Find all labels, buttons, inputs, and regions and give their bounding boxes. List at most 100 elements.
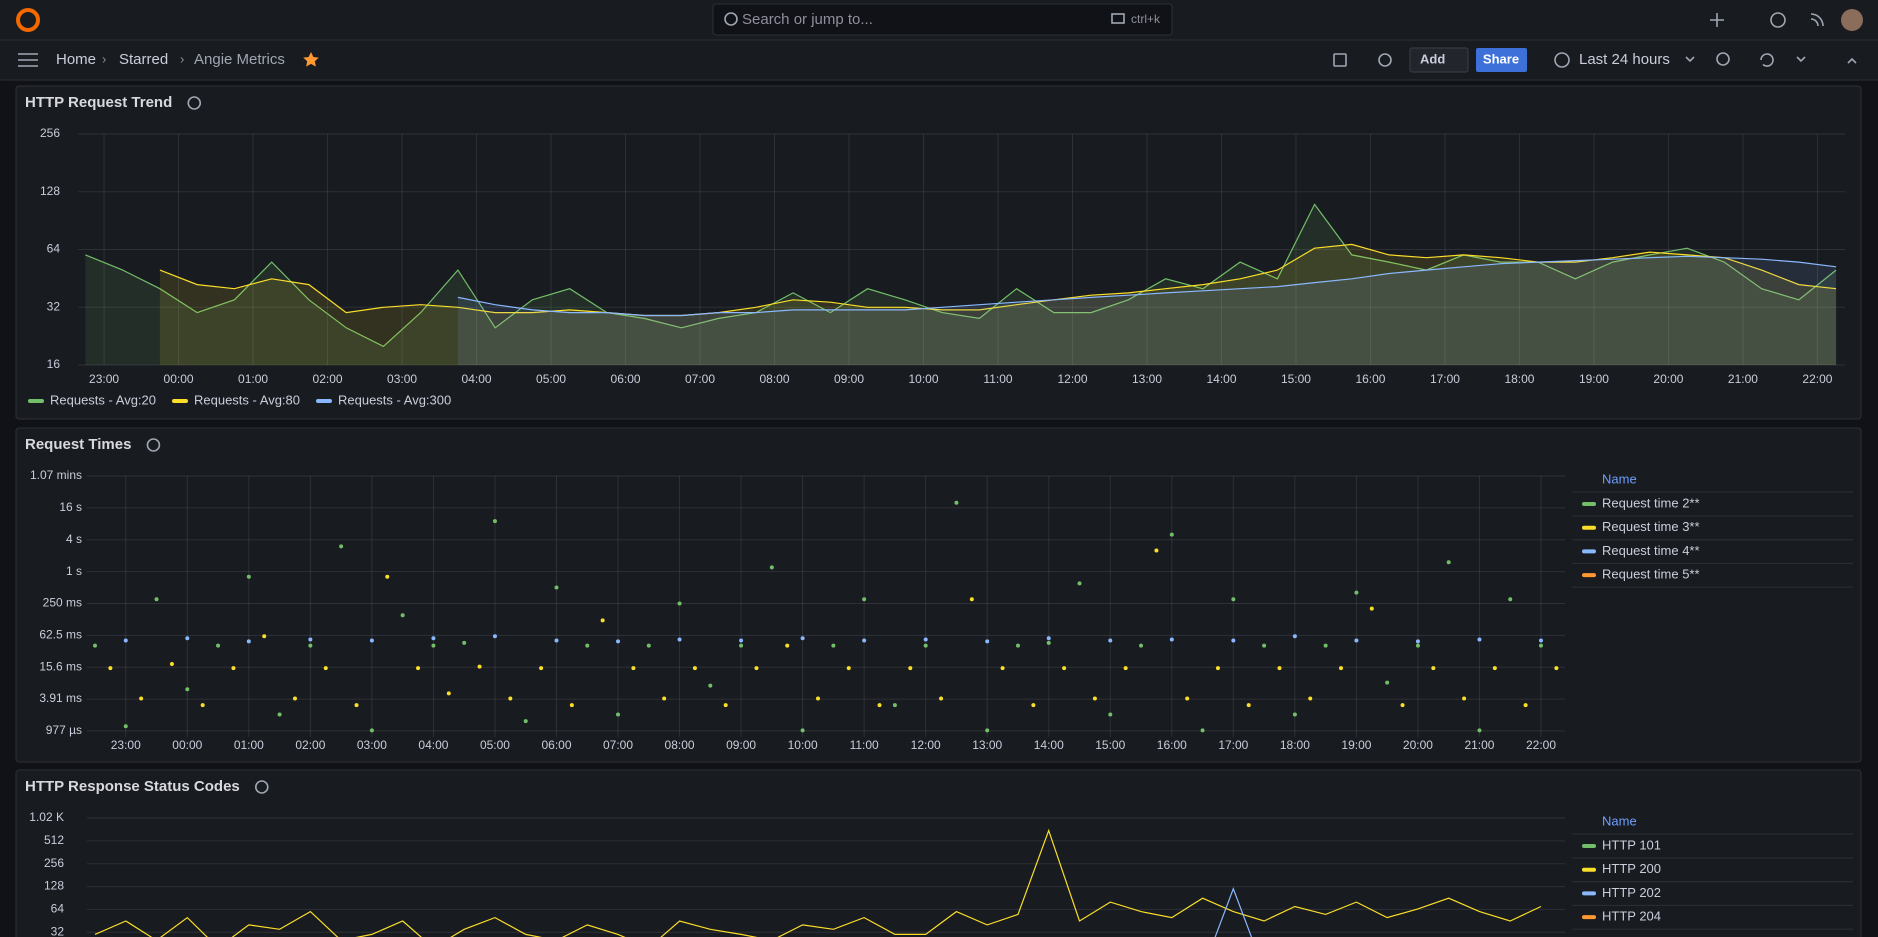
logo[interactable] bbox=[16, 8, 40, 32]
add-button[interactable] bbox=[1409, 47, 1469, 73]
point bbox=[1539, 643, 1544, 648]
search-box[interactable] bbox=[712, 3, 1173, 36]
point bbox=[369, 638, 374, 643]
point bbox=[585, 643, 590, 648]
y-tick-label: 256 bbox=[44, 856, 64, 870]
y-tick-label: 62.5 ms bbox=[39, 628, 82, 642]
point bbox=[477, 664, 482, 669]
y-tick-label: 512 bbox=[44, 833, 64, 847]
point bbox=[739, 643, 744, 648]
breadcrumb: Angie Metrics bbox=[194, 51, 285, 68]
point bbox=[1231, 638, 1236, 643]
breadcrumb[interactable]: Starred bbox=[119, 51, 168, 68]
info-icon bbox=[254, 780, 269, 794]
y-tick-label: 16 s bbox=[59, 500, 82, 514]
chevron[interactable] bbox=[1685, 56, 1695, 63]
point bbox=[923, 637, 928, 642]
info-icon bbox=[187, 96, 202, 110]
point bbox=[385, 574, 390, 579]
search-placeholder: Search or jump to... bbox=[742, 11, 873, 28]
breadcrumb-separator: › bbox=[180, 51, 184, 66]
point bbox=[1139, 643, 1144, 648]
y-tick-label: 1 s bbox=[66, 564, 82, 578]
point bbox=[154, 597, 159, 602]
point bbox=[369, 728, 374, 733]
x-tick-label: 20:00 bbox=[1653, 372, 1683, 386]
point bbox=[708, 683, 713, 688]
x-tick-label: 03:00 bbox=[357, 738, 387, 752]
series-line bbox=[159, 243, 1837, 317]
point bbox=[1477, 637, 1482, 642]
legend-label: HTTP 101 bbox=[1602, 837, 1661, 852]
chevron[interactable] bbox=[1796, 56, 1806, 63]
breadcrumb[interactable]: Home bbox=[56, 51, 96, 68]
x-tick-label: 05:00 bbox=[480, 738, 510, 752]
point bbox=[1015, 643, 1020, 648]
y-tick-label: 128 bbox=[40, 184, 60, 198]
point bbox=[1200, 728, 1205, 733]
menu-icon[interactable] bbox=[18, 53, 38, 67]
y-tick-label: 3.91 ms bbox=[39, 691, 82, 705]
point bbox=[1554, 666, 1559, 671]
time-range[interactable]: Last 24 hours bbox=[1579, 51, 1670, 68]
x-tick-label: 05:00 bbox=[536, 372, 566, 386]
y-tick-label: 64 bbox=[51, 902, 65, 916]
x-tick-label: 00:00 bbox=[172, 738, 202, 752]
collapse-icon[interactable] bbox=[1847, 57, 1857, 64]
point bbox=[662, 696, 667, 701]
info-icon bbox=[146, 438, 161, 452]
point bbox=[523, 719, 528, 724]
point bbox=[416, 666, 421, 671]
point bbox=[308, 637, 313, 642]
news-icon[interactable] bbox=[1810, 13, 1824, 27]
y-tick-label: 32 bbox=[51, 924, 65, 937]
avatar[interactable] bbox=[1841, 9, 1863, 31]
point bbox=[1000, 666, 1005, 671]
x-tick-label: 10:00 bbox=[908, 372, 938, 386]
point bbox=[862, 638, 867, 643]
point bbox=[1046, 640, 1051, 645]
series-area bbox=[159, 244, 1837, 365]
refresh-icon[interactable] bbox=[1760, 53, 1774, 67]
point bbox=[1123, 666, 1128, 671]
series-area bbox=[457, 256, 1837, 365]
point bbox=[754, 666, 759, 671]
point bbox=[939, 696, 944, 701]
x-tick-label: 19:00 bbox=[1341, 738, 1371, 752]
x-tick-label: 17:00 bbox=[1430, 372, 1460, 386]
point bbox=[1262, 643, 1267, 648]
point bbox=[1415, 643, 1420, 648]
x-tick-label: 18:00 bbox=[1504, 372, 1534, 386]
point bbox=[200, 703, 205, 708]
x-tick-label: 07:00 bbox=[603, 738, 633, 752]
panel bbox=[15, 85, 1862, 420]
legend-label: Request time 3** bbox=[1602, 519, 1700, 534]
point bbox=[862, 597, 867, 602]
star-icon[interactable] bbox=[303, 52, 319, 67]
point bbox=[1185, 696, 1190, 701]
point bbox=[1092, 696, 1097, 701]
help-icon[interactable] bbox=[1770, 12, 1786, 28]
zoom-out-icon[interactable] bbox=[1716, 52, 1730, 66]
point bbox=[216, 643, 221, 648]
share-button[interactable] bbox=[1476, 48, 1527, 72]
point bbox=[1292, 712, 1297, 717]
legend-header: Name bbox=[1602, 813, 1637, 828]
settings-icon[interactable] bbox=[1378, 53, 1392, 67]
add-icon[interactable] bbox=[1710, 13, 1724, 27]
point bbox=[1492, 666, 1497, 671]
breadcrumb-separator: › bbox=[102, 51, 106, 66]
point bbox=[846, 666, 851, 671]
point bbox=[1231, 597, 1236, 602]
x-tick-label: 12:00 bbox=[1057, 372, 1087, 386]
point bbox=[292, 696, 297, 701]
point bbox=[800, 728, 805, 733]
x-tick-label: 09:00 bbox=[834, 372, 864, 386]
point bbox=[246, 574, 251, 579]
point bbox=[954, 500, 959, 505]
point bbox=[985, 639, 990, 644]
save-icon[interactable] bbox=[1333, 53, 1347, 67]
y-tick-label: 4 s bbox=[66, 532, 82, 546]
point bbox=[139, 696, 144, 701]
